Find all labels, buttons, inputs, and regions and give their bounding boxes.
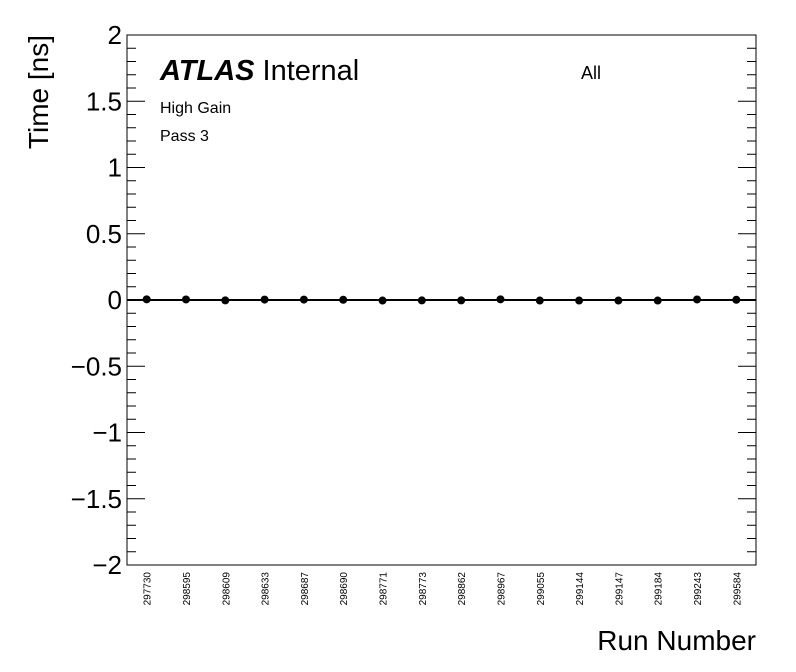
data-point: [339, 295, 348, 304]
data-point: [653, 296, 662, 305]
x-tick-label: 299147: [614, 572, 625, 606]
annotation: High Gain: [160, 100, 231, 117]
data-point: [693, 295, 702, 304]
x-tick-label: 298609: [221, 572, 232, 606]
x-tick-label: 298595: [182, 572, 193, 606]
data-point: [535, 296, 544, 305]
y-tick-label: 2: [108, 20, 122, 50]
data-point: [614, 296, 623, 305]
y-tick-label: −1.5: [71, 484, 122, 514]
data-point: [299, 295, 308, 304]
x-tick-label: 299144: [575, 572, 586, 606]
atlas-label: ATLAS Internal: [159, 55, 359, 87]
x-tick-label: 298690: [339, 572, 350, 606]
x-tick-label: 298687: [300, 572, 311, 606]
x-tick-label: 299243: [693, 572, 704, 606]
data-point: [181, 295, 190, 304]
annotation: All: [581, 63, 601, 83]
atlas-word: ATLAS: [159, 55, 255, 87]
x-tick-label: 299055: [536, 572, 547, 606]
y-tick-label: −0.5: [71, 351, 122, 381]
y-tick-label: −1: [92, 418, 122, 448]
y-tick-label: −2: [92, 550, 122, 580]
atlas-status: Internal: [263, 55, 360, 87]
data-point: [260, 295, 269, 304]
data-point: [417, 296, 426, 305]
x-tick-label: 299584: [732, 572, 743, 606]
x-tick-label: 298771: [379, 572, 390, 606]
x-tick-label: 298967: [496, 572, 507, 606]
y-tick-label: 1: [108, 153, 122, 183]
data-point: [575, 296, 584, 305]
data-point: [142, 295, 151, 304]
x-tick-label: 298633: [261, 572, 272, 606]
y-tick-label: 0: [108, 285, 122, 315]
x-axis-title: Run Number: [597, 625, 756, 656]
y-tick-label: 1.5: [86, 86, 122, 116]
x-tick-label: 297730: [143, 572, 154, 606]
y-axis-title: Time [ns]: [23, 35, 54, 149]
y-tick-label: 0.5: [86, 219, 122, 249]
x-tick-label: 298773: [418, 572, 429, 606]
data-point: [378, 296, 387, 305]
data-point: [496, 295, 505, 304]
data-point: [732, 295, 741, 304]
x-tick-label: 298862: [457, 572, 468, 606]
annotation: Pass 3: [160, 128, 209, 145]
data-point: [457, 296, 466, 305]
data-point: [221, 296, 230, 305]
x-tick-label: 299184: [654, 572, 665, 606]
